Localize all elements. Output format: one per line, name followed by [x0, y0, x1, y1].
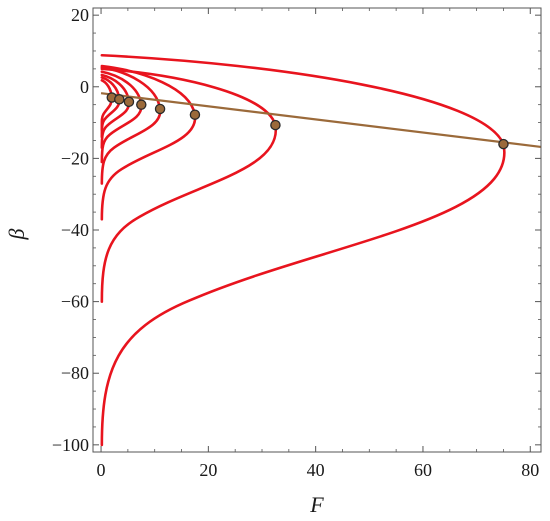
marker-4 [136, 99, 147, 110]
marker-5 [154, 103, 166, 115]
y-axis-title: β [4, 228, 29, 240]
curve-6 [100, 64, 197, 221]
axes: 0 20 40 60 80 20 0 −20 −40 −60 −80 −100 Fβ [4, 5, 542, 517]
x-tick-label: 20 [199, 460, 217, 480]
y-tick-label: −20 [61, 148, 89, 168]
curve-4 [100, 70, 143, 164]
curve-2 [100, 76, 121, 139]
curve-1 [100, 79, 114, 132]
x-tick-label: 60 [414, 460, 432, 480]
y-tick-label: 20 [71, 5, 89, 25]
marker-3 [123, 96, 135, 108]
curve-5 [100, 66, 162, 185]
x-tick-label: 40 [307, 460, 325, 480]
marker-7 [270, 119, 281, 131]
curve-8 [100, 53, 506, 447]
y-tick-label: 0 [80, 77, 89, 97]
trend-line [100, 92, 542, 149]
plot-area [100, 53, 542, 447]
x-axis-title: F [309, 492, 324, 517]
curve-7 [100, 67, 277, 303]
y-tick-label: −40 [61, 220, 89, 240]
x-tick-label: 0 [97, 460, 106, 480]
curve-3 [100, 73, 131, 149]
y-tick-label: −60 [61, 292, 89, 312]
y-tick-label: −80 [61, 363, 89, 383]
marker-6 [189, 109, 201, 120]
y-tick-label: −100 [52, 435, 89, 455]
marker-8 [498, 138, 509, 150]
marker-2 [114, 94, 125, 105]
x-tick-label: 80 [521, 460, 539, 480]
